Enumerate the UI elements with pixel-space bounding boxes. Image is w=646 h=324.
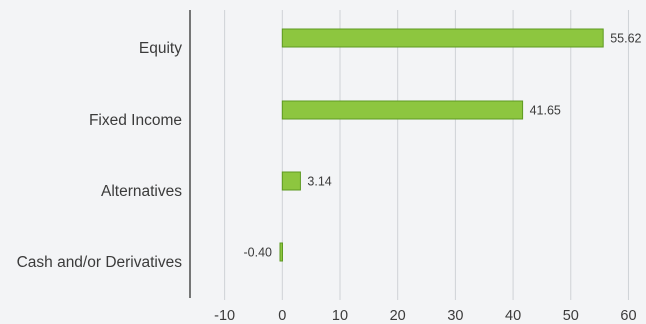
- x-tick-label: 0: [278, 308, 286, 324]
- x-tick-label: -10: [214, 308, 235, 324]
- category-label: Fixed Income: [89, 112, 182, 129]
- category-label: Alternatives: [101, 183, 182, 200]
- x-tick-label: 20: [390, 308, 406, 324]
- x-tick-labels: -10 0 10 20 30 40 50 60: [214, 308, 636, 324]
- data-label: 3.14: [307, 175, 331, 189]
- bar: [281, 100, 524, 120]
- data-label: 55.62: [610, 32, 641, 46]
- category-label: Equity: [139, 40, 182, 57]
- category-label: Cash and/or Derivatives: [17, 254, 183, 271]
- bar: [281, 28, 604, 48]
- gridlines: [224, 10, 629, 300]
- bar: [279, 242, 283, 262]
- x-tick-label: 50: [563, 308, 579, 324]
- x-tick-label: 10: [332, 308, 348, 324]
- category-labels: Equity Fixed Income Alternatives Cash and/o…: [17, 40, 183, 271]
- x-tick-label: 30: [447, 308, 463, 324]
- x-tick-label: 40: [505, 308, 521, 324]
- x-tick-label: 60: [620, 308, 636, 324]
- bar: [281, 171, 301, 191]
- data-label: 41.65: [530, 104, 561, 118]
- bars: [279, 28, 604, 262]
- data-label: -0.40: [244, 246, 273, 260]
- data-labels: 55.62 41.65 3.14 -0.40: [244, 32, 642, 260]
